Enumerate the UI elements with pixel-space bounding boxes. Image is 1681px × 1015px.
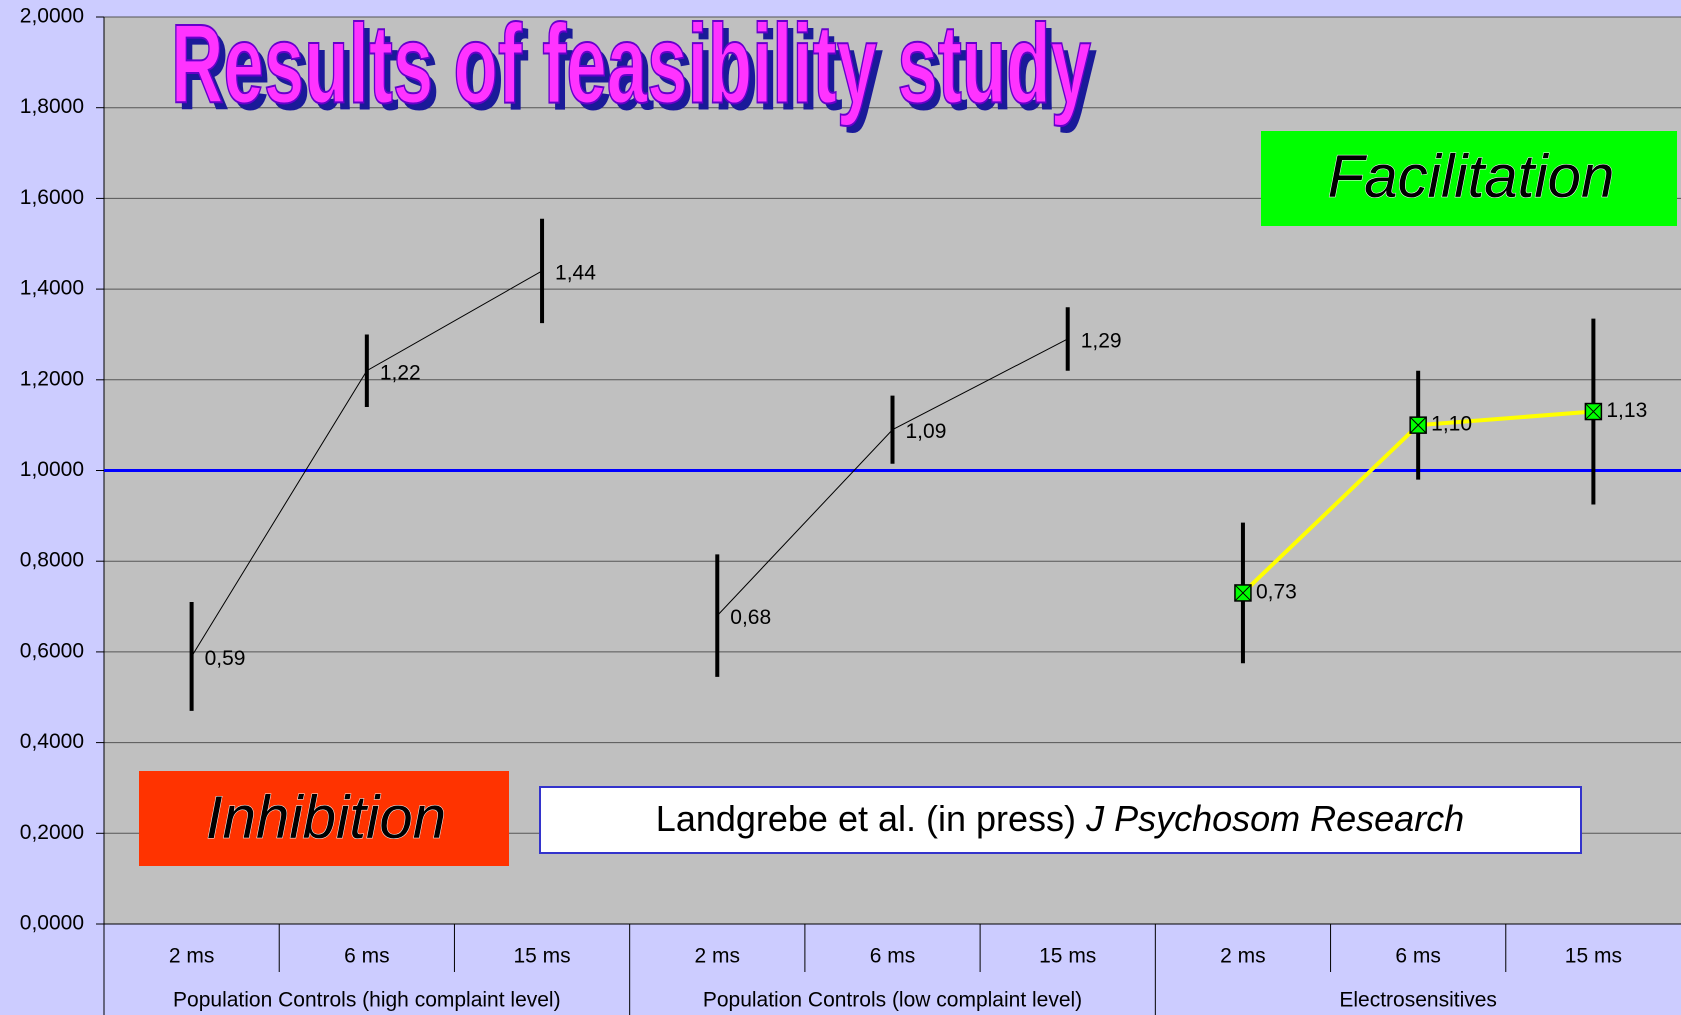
x-tick-label: 15 ms [1565, 945, 1622, 968]
value-label: 1,29 [1081, 330, 1122, 353]
group-label: Population Controls (low complaint level… [703, 989, 1082, 1012]
marker [1409, 416, 1427, 434]
y-tick-label: 1,0000 [20, 458, 84, 481]
citation-journal: J Psychosom Research [1085, 798, 1464, 839]
x-tick-label: 6 ms [870, 945, 916, 968]
marker [1234, 584, 1252, 602]
value-label: 1,44 [555, 262, 596, 285]
y-tick-label: 1,2000 [20, 367, 84, 390]
value-label: 1,10 [1431, 413, 1472, 436]
value-label: 1,22 [380, 361, 421, 384]
y-tick-label: 0,2000 [20, 821, 84, 844]
marker [1584, 402, 1603, 421]
value-label: 0,73 [1256, 580, 1297, 603]
x-tick-label: 15 ms [1039, 945, 1096, 968]
chart-title-shadow: Results of feasibility study [177, 9, 1097, 134]
y-tick-label: 0,0000 [20, 912, 84, 935]
citation-box [539, 786, 1582, 854]
x-tick-label: 15 ms [513, 945, 570, 968]
y-tick-label: 0,6000 [20, 639, 84, 662]
chart-title: Results of feasibility study [171, 2, 1091, 127]
marker-cross [1585, 403, 1602, 420]
x-tick-label: 6 ms [344, 945, 390, 968]
citation: Landgrebe et al. (in press) J Psychosom … [656, 798, 1464, 839]
value-label: 0,59 [205, 647, 246, 670]
inhibition-box [139, 771, 509, 866]
marker-cross [1234, 584, 1252, 602]
x-tick-label: 6 ms [1395, 945, 1441, 968]
group-label: Electrosensitives [1339, 989, 1497, 1012]
x-tick-label: 2 ms [169, 945, 215, 968]
y-tick-label: 0,4000 [20, 730, 84, 753]
x-tick-label: 2 ms [695, 945, 741, 968]
facilitation-box [1261, 131, 1677, 226]
y-tick-label: 1,8000 [20, 95, 84, 118]
y-tick-label: 0,8000 [20, 549, 84, 572]
y-tick-label: 2,0000 [20, 5, 84, 28]
inhibition-label: Inhibition [206, 784, 446, 851]
group-label: Population Controls (high complaint leve… [173, 989, 561, 1012]
y-tick-label: 1,4000 [20, 277, 84, 300]
x-tick-label: 2 ms [1220, 945, 1266, 968]
marker-cross [1409, 416, 1427, 434]
series-line [716, 338, 1068, 616]
value-label: 1,13 [1606, 399, 1647, 422]
value-label: 0,68 [730, 606, 771, 629]
marks [104, 218, 1681, 711]
citation-authors: Landgrebe et al. (in press) [656, 798, 1076, 839]
value-label: 1,09 [906, 420, 947, 443]
y-tick-label: 1,6000 [20, 186, 84, 209]
series-line [191, 270, 543, 657]
facilitation-label: Facilitation [1328, 143, 1615, 210]
